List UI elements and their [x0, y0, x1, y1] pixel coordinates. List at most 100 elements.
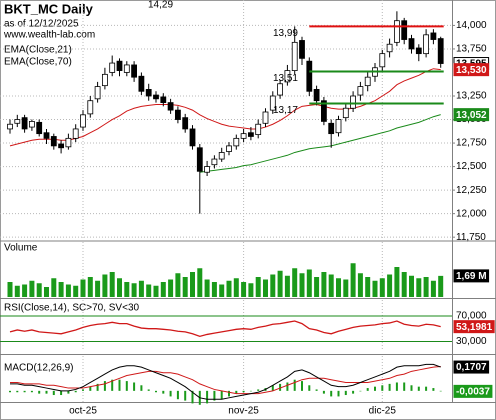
histogram-bar: [52, 390, 55, 396]
volume-bar: [299, 273, 305, 297]
candle-body: [94, 86, 101, 100]
candle-body: [109, 62, 116, 73]
volume-bar: [124, 282, 130, 297]
volume-bar: [51, 278, 57, 297]
candle-body: [87, 100, 94, 115]
candle-body: [320, 100, 327, 122]
value-tag: [453, 384, 493, 398]
y-tick-label: 70,000: [456, 311, 487, 322]
histogram-bar: [286, 382, 289, 391]
volume-bar: [284, 275, 290, 297]
volume-bar: [270, 274, 276, 297]
volume-bar: [29, 280, 35, 297]
candle-body: [189, 128, 196, 147]
volume-bar: [328, 274, 334, 297]
candle-body: [204, 166, 211, 173]
panel-title: RSI(Close,14), SC>70, SV<30: [4, 303, 140, 314]
histogram-bar: [439, 390, 442, 392]
volume-bar: [131, 283, 137, 297]
volume-bar: [160, 282, 166, 297]
candle-body: [123, 64, 130, 73]
volume-bar: [73, 285, 79, 297]
volume-bar: [197, 268, 203, 297]
value-tag-label: 13,052: [456, 110, 487, 121]
histogram-bar: [82, 389, 84, 391]
volume-bar: [430, 280, 436, 297]
histogram-bar: [410, 385, 413, 391]
value-tag-label: 0,1707: [456, 362, 487, 373]
histogram-bar: [118, 379, 121, 391]
candle-body: [138, 75, 145, 92]
candle-body: [350, 95, 357, 109]
value-tag: [453, 360, 490, 374]
candle-body: [21, 117, 28, 130]
macd-line: [10, 363, 441, 400]
value-tag: [453, 320, 495, 334]
annotation: 13,99: [273, 28, 298, 39]
volume-bar: [314, 277, 320, 297]
y-tick-label: 14,000: [456, 20, 487, 31]
histogram-bar: [344, 390, 347, 396]
volume-bar: [372, 280, 378, 297]
volume-bar: [409, 275, 414, 297]
volume-bar: [233, 278, 239, 297]
volume-bar: [190, 272, 195, 297]
panel-title: Volume: [4, 243, 38, 254]
histogram-bar: [213, 390, 216, 401]
rsi-line: [9, 320, 441, 338]
histogram-bar: [103, 381, 106, 391]
candle-body: [50, 136, 57, 147]
histogram-bar: [308, 385, 311, 391]
value-tag-label: 13,530: [456, 65, 487, 76]
candle-body: [415, 47, 422, 55]
volume-bar: [211, 282, 217, 297]
y-tick-label: 12,750: [456, 138, 487, 149]
histogram-bar: [74, 390, 77, 393]
histogram-bar: [155, 390, 157, 393]
volume-bar: [87, 277, 93, 297]
histogram-bar: [23, 390, 26, 393]
histogram-bar: [301, 381, 303, 391]
legend-entry: EMA(Close,21): [4, 45, 72, 56]
candle-body: [335, 119, 342, 134]
source: www.wealth-lab.com: [3, 30, 95, 41]
histogram-bar: [403, 382, 406, 391]
volume-bar: [14, 285, 20, 297]
chart-title: BKT_MC Daily: [4, 1, 94, 16]
volume-bar: [117, 278, 122, 297]
volume-bar: [22, 284, 28, 297]
y-tick-label: 12,000: [456, 208, 487, 219]
histogram-bar: [330, 390, 333, 397]
y-tick-label: 13,750: [456, 44, 487, 55]
histogram-bar: [89, 386, 92, 391]
histogram-bar: [96, 383, 99, 391]
histogram-bar: [60, 390, 63, 396]
candle-body: [145, 89, 152, 97]
x-tick-label: oct-25: [69, 406, 97, 417]
volume-bar: [109, 272, 115, 297]
volume-bar: [36, 283, 42, 297]
volume-bar: [146, 284, 152, 297]
histogram-bar: [279, 383, 282, 391]
histogram-bar: [388, 383, 391, 391]
volume-bar: [321, 272, 327, 297]
histogram-bar: [228, 390, 230, 397]
candle-body: [167, 102, 174, 111]
candle-body: [28, 121, 35, 128]
candle-body: [437, 38, 444, 64]
histogram-bar: [249, 390, 252, 392]
volume-bar: [102, 274, 108, 297]
candle-body: [174, 109, 181, 120]
histogram-bar: [206, 390, 209, 404]
volume-bar: [343, 279, 349, 297]
candle-body: [408, 38, 415, 50]
volume-bar: [182, 277, 188, 297]
candle-body: [357, 86, 364, 96]
histogram-bar: [125, 381, 128, 391]
value-tag-label: 53,1981: [456, 322, 493, 333]
candle-body: [328, 122, 335, 135]
volume-bar: [357, 273, 363, 297]
candle-body: [14, 119, 21, 124]
histogram-bar: [374, 386, 376, 391]
